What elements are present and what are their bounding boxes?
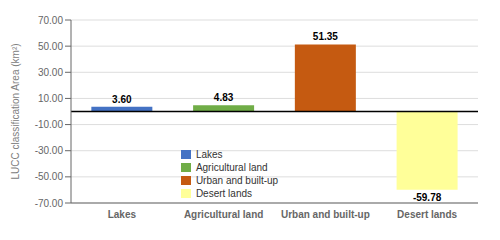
svg-text:-70.00: -70.00 xyxy=(35,198,64,209)
svg-text:-30.00: -30.00 xyxy=(35,145,64,156)
svg-text:10.00: 10.00 xyxy=(38,93,63,104)
html-text:Urban and built-up: Urban and built-up xyxy=(195,175,279,186)
html-text:Desert lands: Desert lands xyxy=(195,188,252,199)
svg-text:-50.00: -50.00 xyxy=(35,171,64,182)
svg-text:30.00: 30.00 xyxy=(38,67,63,78)
svg-text:Agricultural land: Agricultural land xyxy=(184,209,263,220)
svg-text:Lakes: Lakes xyxy=(108,209,137,220)
svg-text:-59.78: -59.78 xyxy=(413,192,442,203)
html-text:Lakes: Lakes xyxy=(195,149,223,160)
svg-text:Desert lands: Desert lands xyxy=(397,209,457,220)
svg-text:-10.00: -10.00 xyxy=(35,119,64,130)
svg-text:Urban and built-up: Urban and built-up xyxy=(281,209,370,220)
svg-text:50.00: 50.00 xyxy=(38,41,63,52)
svg-text:70.00: 70.00 xyxy=(38,15,63,26)
svg-text:51.35: 51.35 xyxy=(313,31,338,42)
svg-text:LUCC classification Area (km²): LUCC classification Area (km²) xyxy=(10,43,21,179)
svg-text:4.83: 4.83 xyxy=(214,92,234,103)
html-text:Agricultural land: Agricultural land xyxy=(195,162,268,173)
svg-text:3.60: 3.60 xyxy=(112,94,132,105)
